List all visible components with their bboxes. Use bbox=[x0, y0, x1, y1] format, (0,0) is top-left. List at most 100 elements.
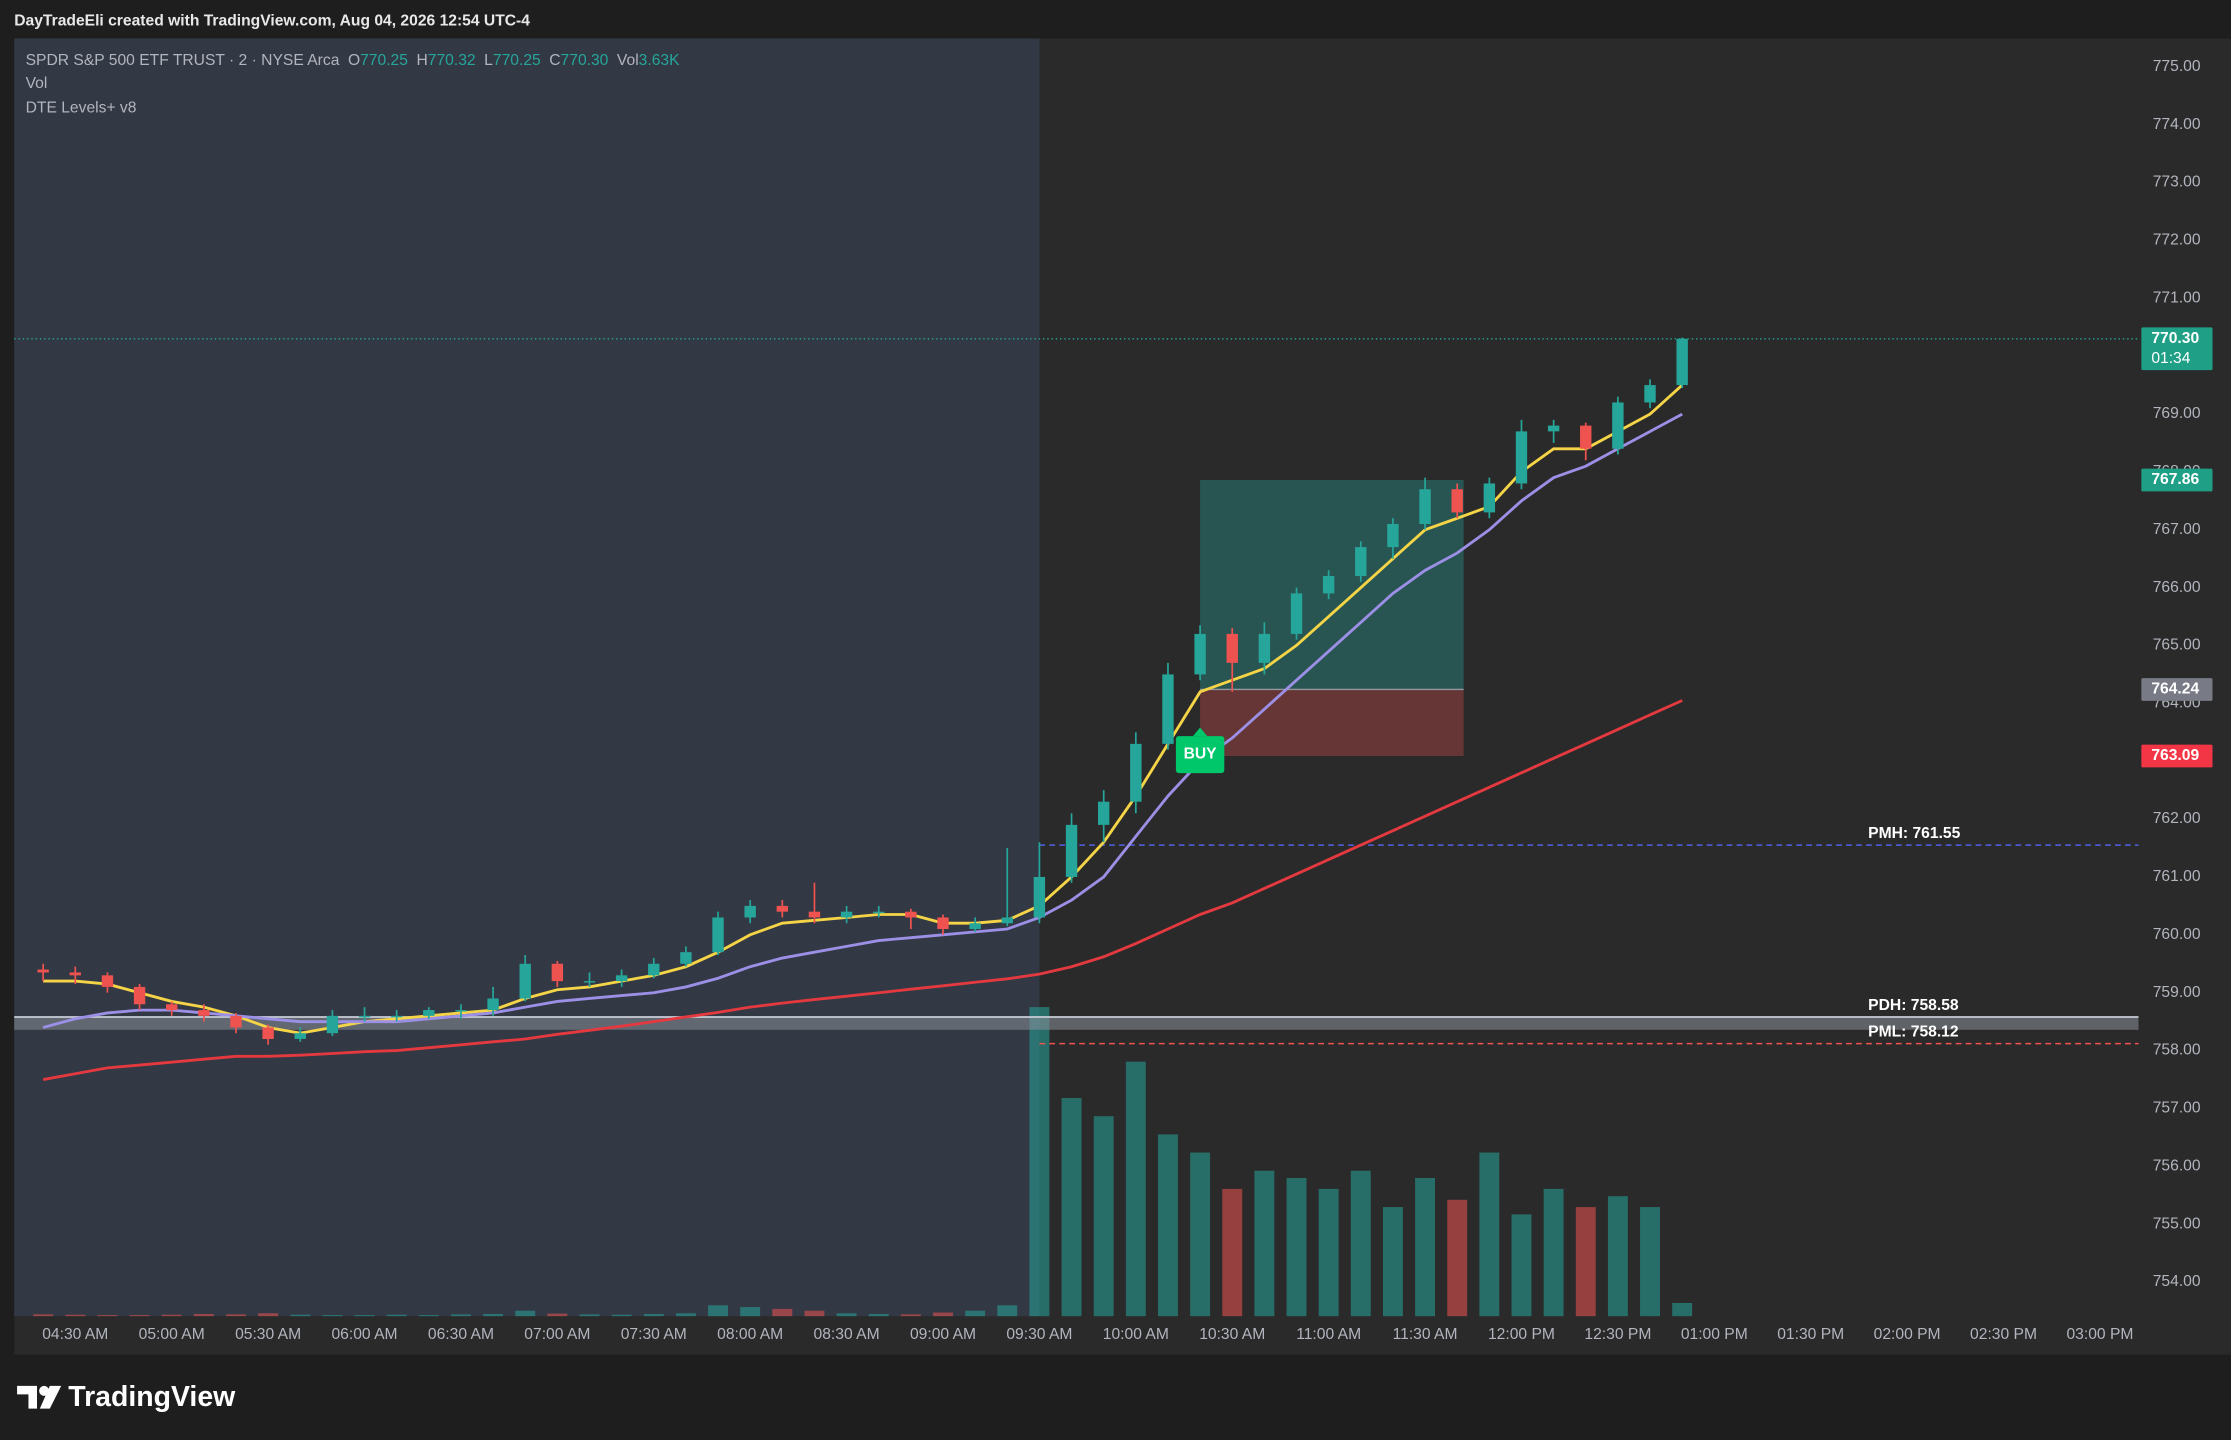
x-tick-label: 01:00 PM bbox=[1681, 1326, 1748, 1343]
volume-bar bbox=[226, 1314, 246, 1317]
candle-body bbox=[1580, 425, 1592, 449]
volume-bar bbox=[322, 1315, 343, 1317]
legend-name: H bbox=[416, 52, 427, 69]
x-tick-label: 02:30 PM bbox=[1970, 1326, 2037, 1343]
x-tick-label: 07:00 AM bbox=[524, 1326, 590, 1343]
volume-bar bbox=[1318, 1188, 1339, 1317]
candle-body bbox=[133, 986, 146, 1005]
volume-bar bbox=[708, 1305, 728, 1317]
y-tick-label: 759.00 bbox=[2153, 984, 2201, 1001]
x-tick-label: 05:30 AM bbox=[235, 1326, 301, 1343]
volume-bar bbox=[515, 1310, 536, 1317]
candle-body bbox=[294, 1033, 306, 1039]
candle-body bbox=[1033, 876, 1046, 918]
volume-bar bbox=[1222, 1188, 1243, 1317]
x-tick-label: 08:00 AM bbox=[717, 1326, 783, 1343]
x-tick-label: 01:30 PM bbox=[1777, 1326, 1844, 1343]
volume-bar bbox=[1382, 1207, 1403, 1317]
volume-bar bbox=[450, 1314, 471, 1317]
candle-body bbox=[615, 975, 628, 982]
candle-body bbox=[1097, 801, 1110, 825]
candle-body bbox=[905, 911, 917, 918]
volume-bar bbox=[161, 1314, 182, 1317]
volume-bar bbox=[579, 1314, 600, 1317]
candle-body bbox=[969, 923, 981, 930]
volume-bar bbox=[997, 1305, 1018, 1317]
candle-body bbox=[69, 972, 81, 976]
candle-body bbox=[680, 952, 692, 964]
y-tick-label: 762.00 bbox=[2153, 810, 2201, 827]
volume-bar bbox=[772, 1308, 793, 1317]
volume-bar bbox=[1254, 1170, 1275, 1317]
price-tag-label: 767.86 bbox=[2151, 471, 2199, 488]
premarket-session bbox=[14, 38, 1040, 1317]
volume-bar bbox=[1029, 1007, 1050, 1317]
candle-body bbox=[487, 998, 499, 1011]
stop-zone bbox=[1200, 689, 1464, 757]
candle-body bbox=[326, 1015, 339, 1034]
countdown: 01:34 bbox=[2151, 350, 2190, 367]
price-tag bbox=[2141, 678, 2213, 701]
volume-bar bbox=[386, 1314, 407, 1317]
candle-body bbox=[390, 1015, 403, 1018]
volume-bar bbox=[258, 1313, 279, 1317]
indicator-label: DTE Levels+ v8 bbox=[26, 99, 137, 116]
chart-title: SPDR S&P 500 ETF TRUST · 2 · NYSE Arca bbox=[26, 52, 340, 69]
candle-body bbox=[1515, 431, 1528, 484]
logo-mark bbox=[17, 1385, 37, 1409]
price-tag bbox=[2141, 327, 2213, 371]
volume-bar bbox=[193, 1313, 214, 1317]
price-tag bbox=[2141, 744, 2213, 768]
volume-bar bbox=[868, 1313, 889, 1317]
branding: TradingView bbox=[68, 1381, 236, 1413]
signal-arrow bbox=[1192, 727, 1208, 737]
volume-bar bbox=[290, 1314, 311, 1317]
candle-body bbox=[1612, 402, 1624, 449]
volume-bar bbox=[1607, 1196, 1628, 1317]
legend-value: 3.63K bbox=[639, 52, 680, 69]
candle-body bbox=[1387, 523, 1399, 548]
candle-body bbox=[776, 905, 789, 912]
x-tick-label: 10:30 AM bbox=[1199, 1326, 1265, 1343]
moving-average bbox=[42, 699, 1683, 1081]
level-label: PDH: 758.58 bbox=[1868, 997, 1959, 1014]
candle-body bbox=[1194, 633, 1206, 675]
volume-bar bbox=[1350, 1170, 1371, 1317]
volume-bar bbox=[1415, 1177, 1436, 1317]
candle-body bbox=[744, 905, 756, 918]
candle-body bbox=[1547, 425, 1560, 432]
candle-body bbox=[37, 969, 49, 973]
volume-bar bbox=[33, 1314, 54, 1317]
candle-body bbox=[1419, 489, 1431, 524]
volume-bar bbox=[1125, 1061, 1146, 1317]
candle-body bbox=[551, 963, 564, 982]
candle-body bbox=[1290, 593, 1303, 634]
level-band bbox=[14, 1016, 2139, 1030]
candle-body bbox=[712, 917, 724, 953]
volume-bar bbox=[1575, 1207, 1596, 1317]
y-tick-label: 765.00 bbox=[2153, 637, 2201, 654]
x-tick-label: 11:00 AM bbox=[1296, 1326, 1361, 1343]
y-tick-label: 773.00 bbox=[2153, 174, 2201, 191]
volume-bar bbox=[611, 1314, 632, 1317]
candle-body bbox=[937, 917, 949, 930]
y-tick-label: 766.00 bbox=[2153, 579, 2201, 596]
y-tick-label: 775.00 bbox=[2153, 58, 2201, 75]
candle-body bbox=[1644, 385, 1656, 403]
x-tick-label: 08:30 AM bbox=[814, 1326, 880, 1343]
x-tick-label: 09:00 AM bbox=[910, 1326, 976, 1343]
volume-bar bbox=[547, 1313, 568, 1317]
volume-bar bbox=[1543, 1188, 1564, 1317]
volume-bar bbox=[483, 1313, 504, 1317]
y-tick-label: 772.00 bbox=[2153, 232, 2201, 249]
y-tick-label: 757.00 bbox=[2153, 1100, 2201, 1117]
x-tick-label: 12:30 PM bbox=[1584, 1326, 1651, 1343]
volume-bar bbox=[1672, 1302, 1693, 1317]
candle-body bbox=[1162, 674, 1174, 744]
y-tick-label: 758.00 bbox=[2153, 1042, 2201, 1059]
volume-bar bbox=[129, 1315, 150, 1317]
candle-body bbox=[423, 1010, 435, 1016]
legend-name: L bbox=[484, 52, 493, 69]
price-tag bbox=[2141, 468, 2213, 492]
